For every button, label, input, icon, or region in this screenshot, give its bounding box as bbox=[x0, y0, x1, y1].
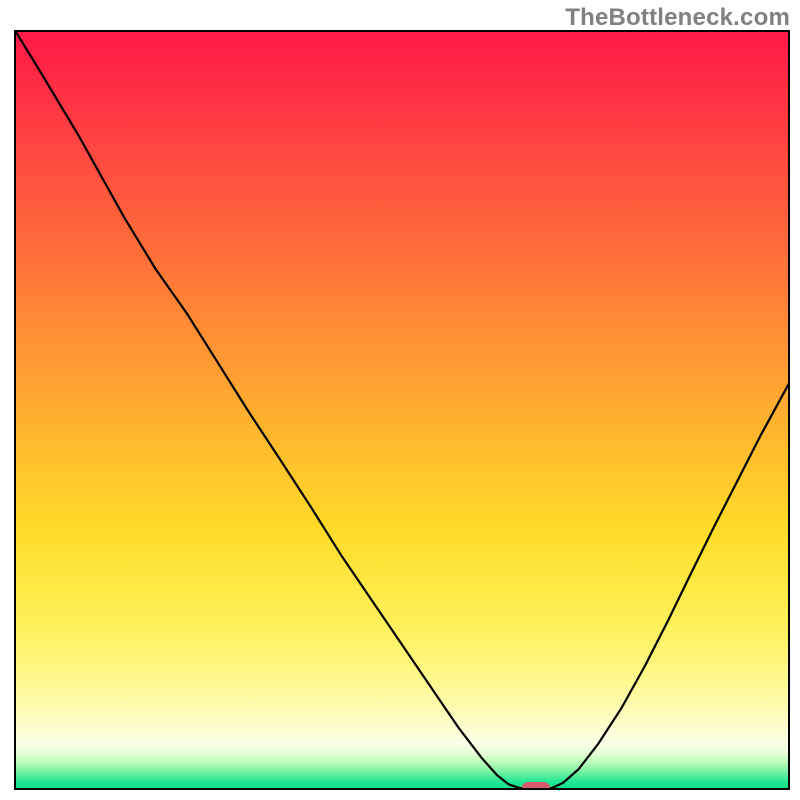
chart-frame: TheBottleneck.com bbox=[0, 0, 800, 800]
plot-area bbox=[14, 30, 790, 790]
watermark-text: TheBottleneck.com bbox=[565, 4, 790, 32]
optimal-marker bbox=[522, 782, 550, 790]
bottleneck-curve bbox=[16, 32, 790, 790]
